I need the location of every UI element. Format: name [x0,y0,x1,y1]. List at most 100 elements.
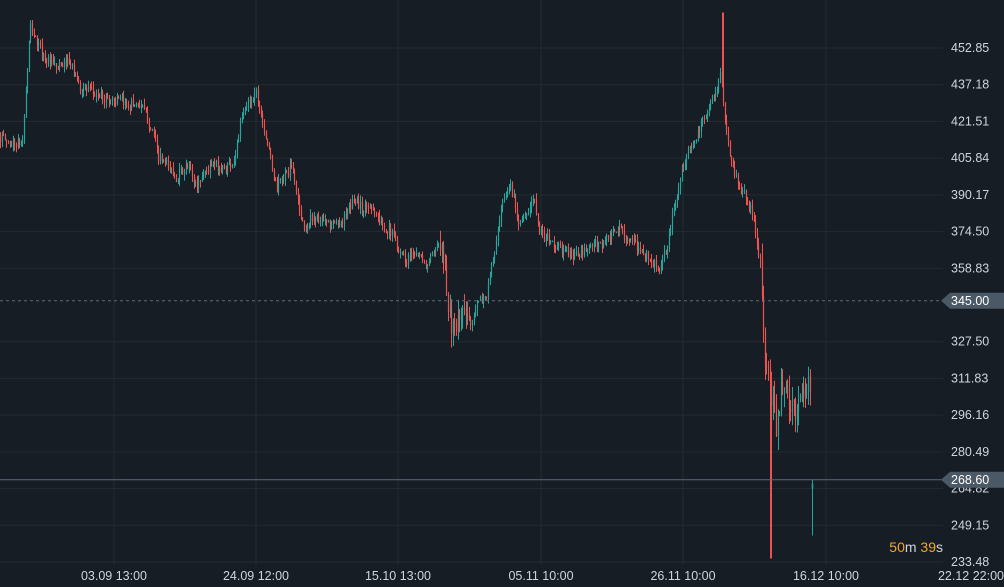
candle-body [647,251,650,259]
candle-body [663,250,666,257]
candle-body [201,176,204,182]
candle-body [449,307,452,312]
candle-body [31,22,34,35]
candle-body [764,331,767,366]
candle-body [492,260,495,265]
candle-body [173,174,176,179]
candle-body [519,221,522,225]
candle-body [593,241,596,247]
price-tag-background [941,292,1004,309]
candle-body [26,68,29,89]
candle-body [279,179,282,181]
candle-body [604,239,607,243]
candle-body [639,247,642,253]
candle-body [452,318,455,334]
candle-body [265,131,268,139]
candle-body [383,226,386,232]
candle-body [404,253,407,263]
candle-body [762,296,765,332]
candle-body [498,221,501,228]
candle-body [170,168,173,170]
candle-body [685,154,688,165]
candle-body [761,258,764,297]
candle-body [509,183,512,189]
candle-body [0,136,2,142]
candle-body [556,246,559,250]
candle-body [479,296,482,302]
candle-body [543,233,546,242]
candle-body [524,215,527,219]
candle-body [711,96,714,102]
candle-body [39,43,42,45]
candle-body [69,64,72,66]
x-tick-label: 26.11 10:00 [650,569,715,583]
candle-body [34,35,37,37]
candle-body [527,212,530,214]
candle-body [516,208,519,219]
y-tick-label: 249.15 [951,518,989,532]
candle-body [709,101,712,110]
candle-body [205,170,208,172]
candle-body [319,221,322,224]
candle-body [629,238,632,240]
candle-body [21,138,24,143]
candle-body [681,165,684,182]
candle-body [421,255,424,261]
candle-body [111,97,114,100]
candle-body [429,256,432,262]
candle-body [322,216,325,221]
x-tick-label: 15.10 13:00 [365,569,431,583]
candle-body [20,142,23,146]
candle-body [412,251,415,253]
candle-body [242,114,245,118]
candle-body [321,216,324,222]
candle-body [410,251,413,261]
candle-body [325,220,328,223]
candle-body [708,109,711,113]
candle-body [538,222,541,233]
candle-body [210,164,213,167]
candle-body [177,179,180,183]
candle-body [162,160,165,162]
candle-body [770,381,773,406]
candle-body [628,239,631,241]
candle-body [357,199,360,209]
candle-body [669,229,672,235]
candle-body [345,213,348,217]
candle-body [13,140,16,145]
candle-body [775,403,778,436]
x-axis[interactable]: 03.09 13:00 24.09 12:00 15.10 13:00 05.11 1… [81,569,1004,583]
candle-body [221,165,224,170]
candle-body [148,123,151,128]
candle-body [436,245,439,248]
candle-body [84,88,87,90]
candle-body [517,218,520,225]
candle-body [620,224,623,227]
candle-body [578,255,581,258]
candle-body [780,381,783,412]
candle-body [90,87,93,89]
candle-body [769,367,772,382]
candle-body [489,275,492,283]
candle-body [717,79,720,92]
candle-body [215,160,218,165]
x-tick-label: 16.12 10:00 [793,569,859,583]
candle-body [546,234,549,237]
candle-body [740,184,743,195]
candle-body [458,315,461,321]
y-tick-label: 437.18 [951,78,989,92]
timer-minutes: 50 [889,539,905,555]
candle-body [207,171,210,173]
candle-body [9,142,12,147]
y-axis[interactable]: 452.85 437.18 421.51 405.84 390.17 374.50 358.… [941,41,1004,569]
candle-body [161,154,164,162]
candle-body [41,44,44,60]
candle-body [541,229,544,234]
candle-body [477,301,480,303]
candle-body [117,96,120,99]
candle-body [441,244,444,251]
candle-body [194,182,197,184]
candle-body [185,165,188,170]
